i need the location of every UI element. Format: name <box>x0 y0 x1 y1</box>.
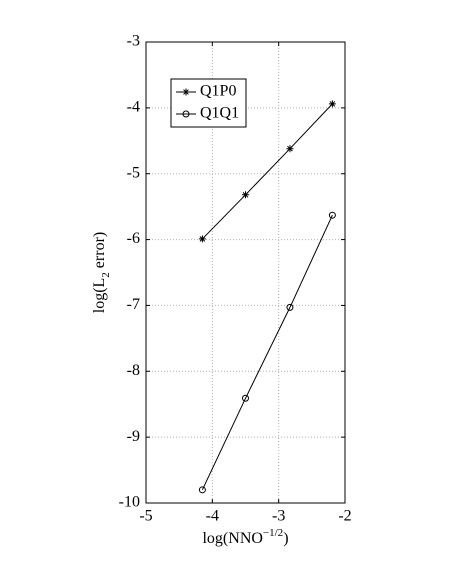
legend-symbol <box>182 88 190 96</box>
point <box>286 303 294 311</box>
y-tick-label: -3 <box>127 33 140 50</box>
legend-label: Q1P0 <box>200 83 236 100</box>
point <box>198 486 206 494</box>
series-line <box>201 214 333 491</box>
point <box>242 394 249 402</box>
x-axis-label-part: log(NNO <box>202 530 262 547</box>
x-tick-label: -3 <box>272 508 285 525</box>
y-tick-label: -4 <box>127 99 140 116</box>
y-tick-label: -10 <box>119 494 140 511</box>
y-axis-label-part: error) <box>91 232 108 272</box>
series-line <box>202 103 333 240</box>
x-tick-label: -4 <box>206 508 219 525</box>
legend-marker <box>182 88 190 96</box>
x-axis-label-part: ) <box>283 530 288 547</box>
legend-marker <box>182 110 190 118</box>
x-tick-label: -5 <box>139 508 152 525</box>
x-axis-label-part: −1/2 <box>263 527 283 539</box>
plot-frame <box>145 41 346 504</box>
point <box>328 211 336 219</box>
y-axis-label-part: 2 <box>100 272 112 278</box>
point <box>286 145 294 153</box>
y-tick-label: -7 <box>127 296 140 313</box>
y-tick-label: -6 <box>127 230 140 247</box>
point <box>242 191 249 199</box>
y-tick-label: -8 <box>127 362 140 379</box>
legend-box <box>170 78 247 128</box>
legend-label: Q1Q1 <box>200 105 239 122</box>
x-axis-label: log(NNO−1/2) <box>202 527 288 547</box>
x-tick-label: -2 <box>338 508 351 525</box>
y-tick-label: -5 <box>127 164 140 181</box>
point <box>328 100 336 108</box>
point <box>198 235 206 243</box>
legend-symbol <box>182 110 190 118</box>
y-axis-label: log(L2 error) <box>91 232 112 313</box>
y-axis-label-part: log(L <box>91 278 108 314</box>
y-tick-label: -9 <box>127 428 140 445</box>
